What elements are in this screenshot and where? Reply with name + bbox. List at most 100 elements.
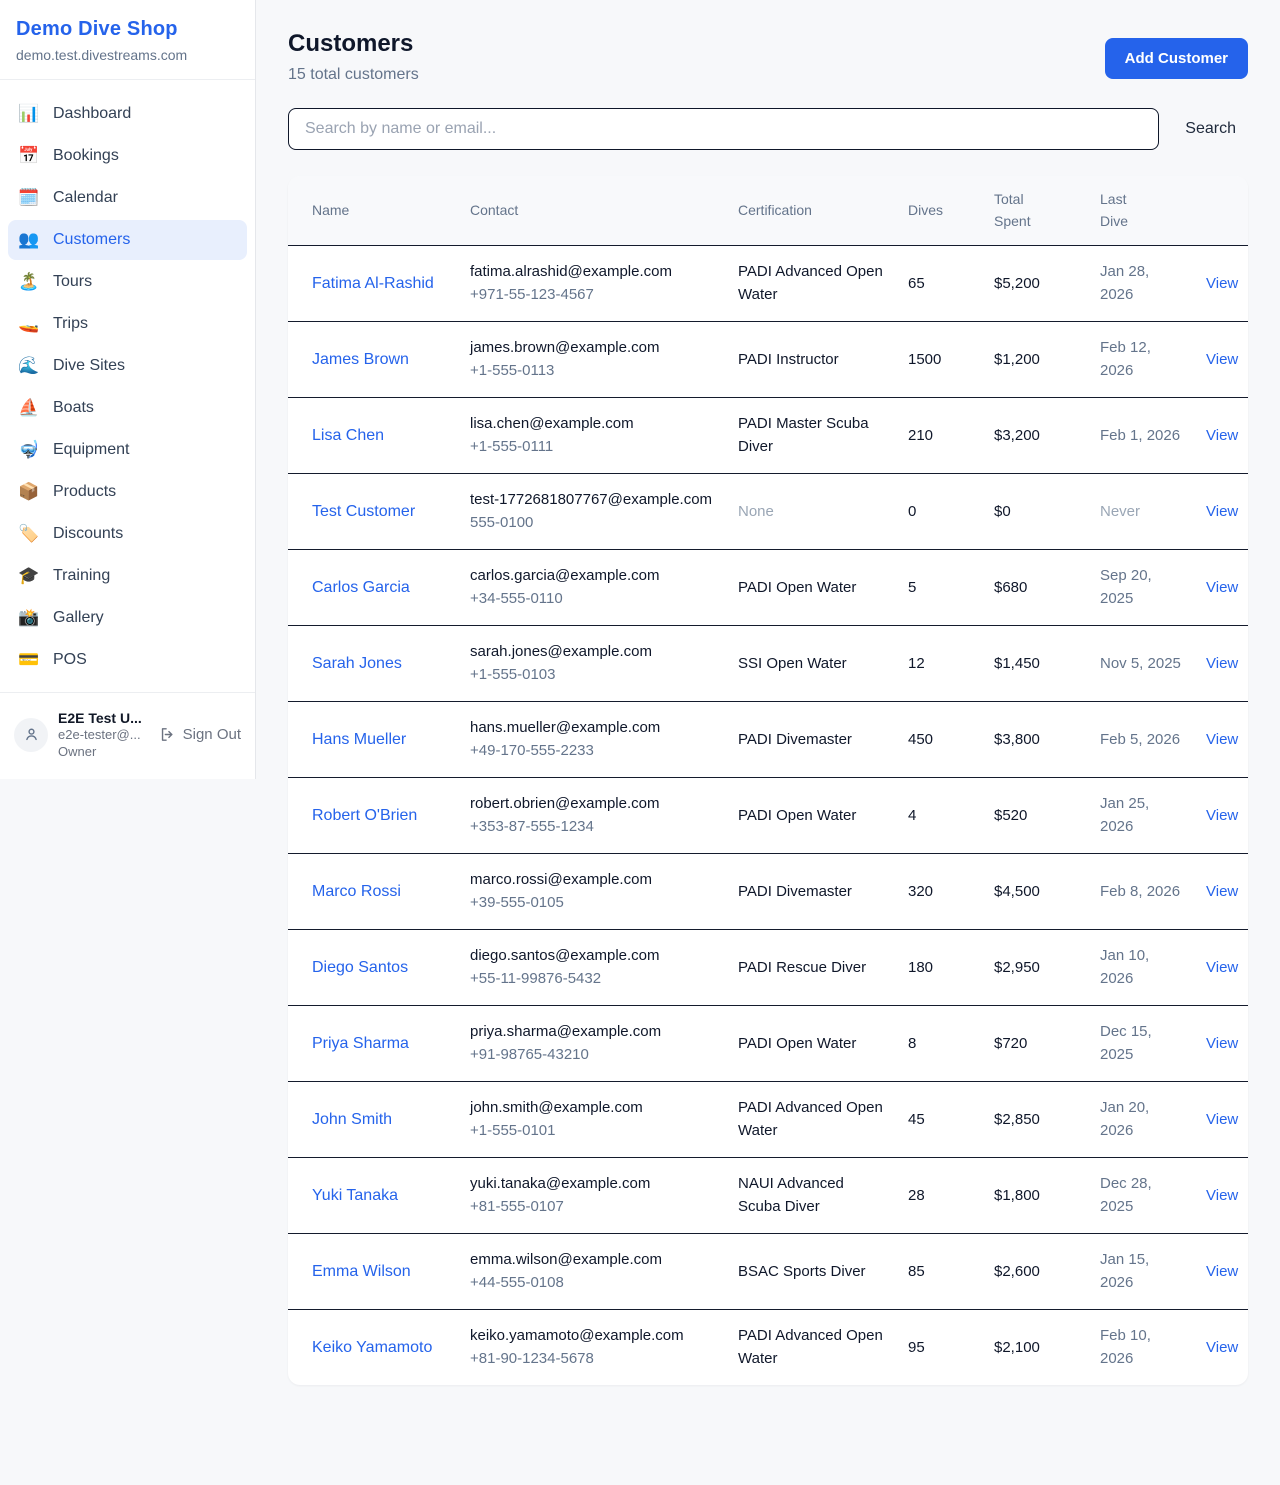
- search-button[interactable]: Search: [1159, 120, 1248, 138]
- customer-name-link[interactable]: Hans Mueller: [312, 730, 407, 748]
- view-link[interactable]: View: [1206, 958, 1239, 976]
- sidebar-user-footer: E2E Test U... e2e-tester@... Owner Sign …: [0, 692, 255, 777]
- sidebar-item-pos[interactable]: 💳 POS: [8, 640, 247, 680]
- sidebar-item-label: Boats: [53, 399, 94, 416]
- user-email: e2e-tester@...: [58, 727, 141, 743]
- customers-table: Name Contact Certification Dives Total S…: [288, 176, 1248, 1386]
- sign-out-button[interactable]: Sign Out: [159, 726, 241, 743]
- table-row: Lisa Chen lisa.chen@example.com +1-555-0…: [288, 397, 1248, 474]
- sidebar-item-products[interactable]: 📦 Products: [8, 472, 247, 512]
- customer-total-spent: $3,200: [982, 397, 1088, 474]
- customer-email: lisa.chen@example.com: [470, 415, 634, 433]
- view-link[interactable]: View: [1206, 882, 1239, 900]
- customer-phone: +1-555-0113: [470, 361, 555, 379]
- customer-name-link[interactable]: Emma Wilson: [312, 1262, 411, 1280]
- customer-phone: +81-90-1234-5678: [470, 1349, 594, 1367]
- customer-dives: 65: [896, 245, 982, 322]
- customer-dives: 85: [896, 1233, 982, 1310]
- view-link[interactable]: View: [1206, 1110, 1239, 1128]
- view-link[interactable]: View: [1206, 730, 1239, 748]
- customer-phone: +1-555-0111: [470, 437, 554, 455]
- customer-name-link[interactable]: Robert O'Brien: [312, 806, 418, 824]
- view-link[interactable]: View: [1206, 806, 1239, 824]
- main-content: Customers 15 total customers Add Custome…: [256, 0, 1280, 1386]
- customer-name-link[interactable]: Lisa Chen: [312, 426, 385, 444]
- sidebar-item-discounts[interactable]: 🏷️ Discounts: [8, 514, 247, 554]
- shop-title: Demo Dive Shop: [16, 18, 178, 40]
- customer-email: diego.santos@example.com: [470, 947, 660, 965]
- speedboat-icon: 🚤: [18, 314, 40, 333]
- customer-name-link[interactable]: James Brown: [312, 350, 409, 368]
- sidebar-item-label: Training: [53, 567, 111, 584]
- view-link[interactable]: View: [1206, 1186, 1239, 1204]
- sidebar-item-training[interactable]: 🎓 Training: [8, 556, 247, 596]
- view-link[interactable]: View: [1206, 350, 1239, 368]
- customer-total-spent: $4,500: [982, 853, 1088, 930]
- sidebar-item-dive-sites[interactable]: 🌊 Dive Sites: [8, 346, 247, 386]
- column-header-dives: Dives: [896, 176, 982, 246]
- customer-phone: +971-55-123-4567: [470, 285, 594, 303]
- view-link[interactable]: View: [1206, 1262, 1239, 1280]
- sidebar-item-boats[interactable]: ⛵ Boats: [8, 388, 247, 428]
- customer-name-link[interactable]: Priya Sharma: [312, 1034, 409, 1052]
- customer-last-dive: Jan 25, 2026: [1088, 777, 1194, 854]
- sidebar-item-dashboard[interactable]: 📊 Dashboard: [8, 94, 247, 134]
- customer-phone: +1-555-0101: [470, 1121, 556, 1139]
- customer-name-link[interactable]: Fatima Al-Rashid: [312, 274, 434, 292]
- customer-certification: PADI Advanced Open Water: [726, 1309, 896, 1386]
- customer-certification: PADI Divemaster: [726, 701, 896, 778]
- table-row: John Smith john.smith@example.com +1-555…: [288, 1081, 1248, 1158]
- customer-last-dive: Feb 8, 2026: [1088, 853, 1194, 930]
- view-link[interactable]: View: [1206, 426, 1239, 444]
- table-row: Fatima Al-Rashid fatima.alrashid@example…: [288, 245, 1248, 322]
- customer-dives: 95: [896, 1309, 982, 1386]
- customer-name-link[interactable]: Test Customer: [312, 502, 416, 520]
- view-link[interactable]: View: [1206, 654, 1239, 672]
- view-link[interactable]: View: [1206, 1034, 1239, 1052]
- sidebar-item-gallery[interactable]: 📸 Gallery: [8, 598, 247, 638]
- sidebar-item-equipment[interactable]: 🤿 Equipment: [8, 430, 247, 470]
- sidebar-item-customers[interactable]: 👥 Customers: [8, 220, 247, 260]
- sidebar-item-calendar[interactable]: 🗓️ Calendar: [8, 178, 247, 218]
- customer-total-spent: $520: [982, 777, 1088, 854]
- graduation-cap-icon: 🎓: [18, 566, 40, 585]
- customer-certification: PADI Open Water: [726, 1005, 896, 1082]
- diving-mask-icon: 🤿: [18, 440, 40, 459]
- sailboat-icon: ⛵: [18, 398, 40, 417]
- table-row: James Brown james.brown@example.com +1-5…: [288, 321, 1248, 398]
- customer-phone: 555-0100: [470, 513, 534, 531]
- view-link[interactable]: View: [1206, 578, 1239, 596]
- sidebar-item-label: Products: [53, 483, 117, 500]
- customer-name-link[interactable]: Yuki Tanaka: [312, 1186, 398, 1204]
- customer-total-spent: $720: [982, 1005, 1088, 1082]
- customer-dives: 180: [896, 929, 982, 1006]
- customer-phone: +44-555-0108: [470, 1273, 564, 1291]
- view-link[interactable]: View: [1206, 1338, 1239, 1356]
- customer-name-link[interactable]: Sarah Jones: [312, 654, 402, 672]
- sidebar-item-trips[interactable]: 🚤 Trips: [8, 304, 247, 344]
- customer-count: 15 total customers: [288, 66, 419, 83]
- customer-name-link[interactable]: John Smith: [312, 1110, 393, 1128]
- customer-name-link[interactable]: Marco Rossi: [312, 882, 401, 900]
- sidebar-item-label: Customers: [53, 231, 131, 248]
- customer-total-spent: $2,950: [982, 929, 1088, 1006]
- customer-dives: 1500: [896, 321, 982, 398]
- customer-last-dive: Feb 12, 2026: [1088, 321, 1194, 398]
- customer-name-link[interactable]: Carlos Garcia: [312, 578, 410, 596]
- view-link[interactable]: View: [1206, 502, 1239, 520]
- add-customer-button[interactable]: Add Customer: [1104, 38, 1248, 79]
- customer-last-dive: Jan 20, 2026: [1088, 1081, 1194, 1158]
- table-header: Name Contact Certification Dives Total S…: [288, 176, 1248, 246]
- customer-total-spent: $1,800: [982, 1157, 1088, 1234]
- customer-dives: 12: [896, 625, 982, 702]
- sidebar-item-bookings[interactable]: 📅 Bookings: [8, 136, 247, 176]
- view-link[interactable]: View: [1206, 274, 1239, 292]
- search-input[interactable]: [288, 108, 1160, 150]
- sidebar-item-tours[interactable]: 🏝️ Tours: [8, 262, 247, 302]
- customer-name-link[interactable]: Diego Santos: [312, 958, 409, 976]
- table-row: Test Customer test-1772681807767@example…: [288, 473, 1248, 550]
- package-icon: 📦: [18, 482, 40, 501]
- table-row: Keiko Yamamoto keiko.yamamoto@example.co…: [288, 1309, 1248, 1386]
- customer-name-link[interactable]: Keiko Yamamoto: [312, 1338, 433, 1356]
- customer-email: james.brown@example.com: [470, 339, 660, 357]
